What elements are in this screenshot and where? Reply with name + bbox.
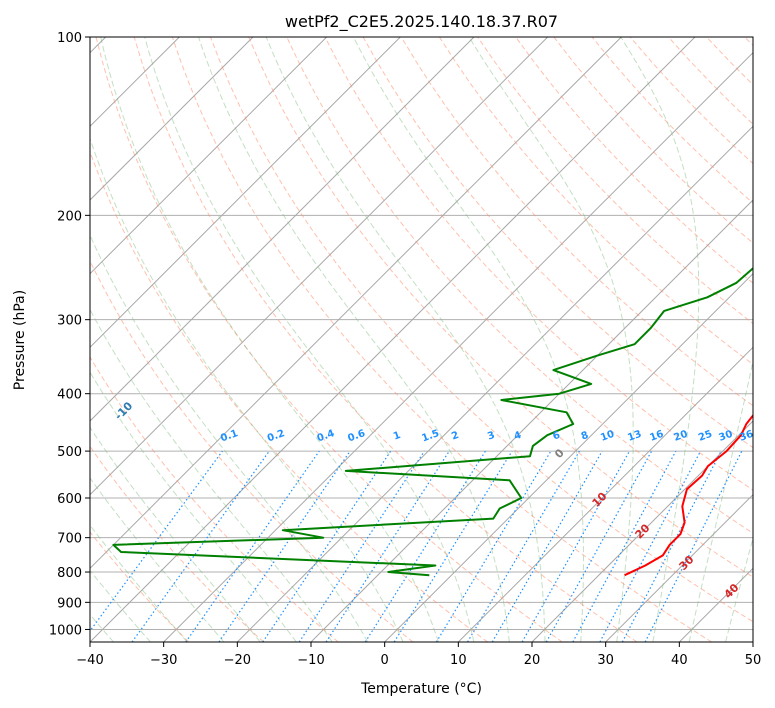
y-tick-label: 400	[57, 388, 82, 403]
moist-adiabat-line	[90, 426, 261, 642]
mixing-ratio-label: 4	[513, 430, 523, 443]
y-tick-label: 200	[57, 209, 82, 224]
mixing-ratio-label: 3	[486, 430, 496, 443]
dry-adiabat-line	[90, 531, 190, 642]
isotherm-line	[384, 272, 753, 642]
isotherm-line	[90, 37, 328, 275]
x-tick-label: −20	[224, 653, 251, 668]
x-tick-label: −10	[297, 653, 324, 668]
mixing-ratio-label: 2	[450, 430, 460, 443]
moist-adiabat-line	[198, 37, 510, 642]
isotherm-line	[90, 37, 622, 570]
isotherm-line	[90, 37, 254, 201]
y-tick-label: 500	[57, 445, 82, 460]
mixing-ratio-label: 30	[717, 429, 734, 444]
mixing-ratio-label: 6	[551, 430, 561, 443]
mixing-ratio-line	[545, 450, 653, 642]
y-tick-label: 300	[57, 314, 82, 329]
dry-adiabat-line	[248, 37, 753, 578]
isotherm-line	[90, 37, 475, 422]
moist-adiabat-line	[144, 37, 475, 642]
isotherm-line	[236, 125, 753, 642]
isotherm-line	[90, 37, 696, 642]
moist-adiabat-line	[90, 569, 151, 642]
mixing-ratio-label: 1	[392, 430, 402, 443]
axes: −40 −30 −20 −10 0 10 20 30 40 50 100 200 300 400 500 60…	[49, 31, 761, 668]
dry-adiabat-line	[400, 37, 753, 407]
dry-adiabat-line	[90, 445, 264, 642]
mixing-ratio-line	[521, 450, 631, 642]
x-tick-label: 40	[671, 653, 688, 668]
dry-adiabat-line	[95, 37, 563, 642]
y-tick-label: 100	[57, 31, 82, 46]
x-tick-label: 20	[524, 653, 541, 668]
x-tick-label: 50	[745, 653, 762, 668]
mixing-ratio-label: 36	[738, 429, 755, 444]
mixing-ratio-line	[491, 450, 603, 642]
mixing-ratio-label: 20	[672, 429, 689, 444]
mixing-ratio-label: 13	[626, 429, 643, 444]
dry-adiabat-line	[133, 37, 638, 642]
x-tick-label: 30	[597, 653, 614, 668]
x-axis-label: Temperature (°C)	[360, 681, 482, 697]
dry-adiabat-line	[324, 37, 753, 491]
dewpoint-profile-line	[112, 266, 753, 577]
mixing-ratio-label: 16	[648, 429, 665, 444]
y-tick-label: 900	[57, 596, 82, 611]
moist-adiabat-line	[90, 477, 225, 642]
dry-adiabat-line	[171, 37, 712, 642]
mixing-ratio-line	[218, 450, 351, 642]
mixing-ratio-label: 25	[697, 429, 714, 444]
x-tick-label: −30	[150, 653, 177, 668]
y-tick-label: 700	[57, 532, 82, 547]
moist-adiabat-line	[90, 524, 188, 642]
mixing-ratio-label: 8	[580, 430, 590, 443]
isotherm-line	[163, 51, 753, 642]
moist-adiabat-line	[90, 137, 404, 642]
moist-adiabat-line	[620, 37, 700, 642]
mixing-ratio-line	[572, 450, 677, 642]
isotherm-line	[605, 493, 753, 642]
moist-adiabat-line	[265, 37, 546, 642]
mixing-ratio-label: 10	[599, 429, 616, 444]
moist-adiabat-line	[90, 233, 369, 642]
moist-adiabat-line	[688, 358, 753, 642]
mixing-ratio-line	[325, 450, 450, 642]
plot-frame	[89, 36, 754, 643]
y-axis-label: Pressure (hPa)	[12, 290, 28, 390]
dry-adiabat-line	[90, 356, 339, 642]
moist-adiabat-line	[100, 37, 439, 642]
moist-adiabat-line	[353, 37, 584, 642]
mixing-ratio-line	[364, 450, 486, 642]
mixing-ratio-line	[393, 450, 513, 642]
dry-adiabat-line	[515, 37, 753, 284]
y-tick-label: 800	[57, 566, 82, 581]
isotherm-line	[531, 420, 753, 642]
moist-adiabat-line	[90, 371, 297, 642]
x-tick-label: 10	[450, 653, 467, 668]
dry-adiabat-line	[438, 37, 753, 366]
x-tick-label: 0	[381, 653, 389, 668]
chart-title: wetPf2_C2E5.2025.140.18.37.R07	[285, 12, 558, 32]
isotherm-line	[90, 37, 401, 349]
temperature-profile-line	[624, 413, 753, 577]
dry-adiabat-line	[90, 150, 488, 642]
y-tick-label: 600	[57, 492, 82, 507]
x-tick-label: −40	[76, 653, 103, 668]
isotherm-line	[90, 37, 549, 496]
plot-area	[90, 37, 753, 642]
y-tick-label: 1000	[49, 623, 82, 638]
mixing-ratio-line	[466, 450, 580, 642]
dry-adiabat-line	[210, 37, 753, 623]
mixing-ratio-line	[185, 450, 320, 642]
mixing-ratio-line	[435, 450, 552, 642]
isotherm-line	[457, 346, 753, 642]
dry-adiabat-line	[90, 259, 414, 642]
